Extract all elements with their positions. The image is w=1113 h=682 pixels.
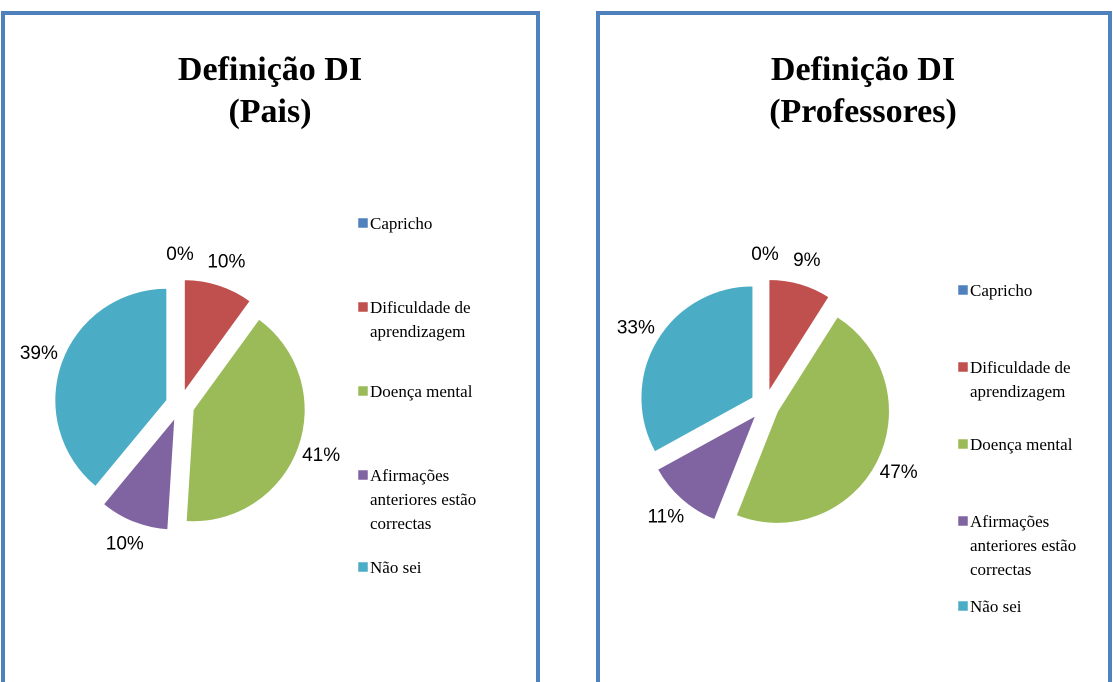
legend-swatch [957, 361, 969, 373]
legend-label: Afirmações anteriores estão correctas [970, 512, 1076, 579]
legend-label: Não sei [370, 558, 422, 577]
panel-border [596, 11, 1112, 682]
data-label: 33% [617, 318, 655, 339]
legend-swatch [357, 469, 369, 481]
legend-swatch [957, 438, 969, 450]
pie-slice [768, 279, 830, 394]
data-label: 0% [166, 244, 194, 265]
pie-slice [640, 285, 754, 453]
pie-slice [735, 316, 890, 524]
data-label: 0% [751, 244, 779, 265]
data-label: 39% [20, 343, 58, 364]
legend-label: Capricho [370, 214, 432, 233]
chart-title: Definição DI [771, 51, 955, 88]
data-label: 10% [207, 251, 245, 272]
pie-slice [54, 287, 168, 488]
legend-label: Não sei [970, 597, 1022, 616]
legend-label: Doença mental [970, 435, 1073, 454]
data-label: 9% [793, 250, 821, 271]
chart-subtitle: (Pais) [228, 93, 311, 130]
chart-title: Definição DI [178, 51, 362, 88]
legend-label: Dificuldade de aprendizagem [370, 298, 471, 341]
data-label: 10% [106, 533, 144, 554]
legend-label: Doença mental [370, 382, 473, 401]
data-label: 11% [647, 507, 684, 528]
legend-label: Dificuldade de aprendizagem [970, 358, 1071, 401]
pie-slice [185, 318, 306, 523]
legend-label: Capricho [970, 281, 1032, 300]
pie-slice [183, 279, 251, 394]
pie-slice [656, 414, 757, 521]
legend-swatch [357, 217, 369, 229]
legend-swatch [957, 600, 969, 612]
legend-swatch [357, 561, 369, 573]
legend-swatch [957, 515, 969, 527]
legend-swatch [357, 385, 369, 397]
legend-swatch [957, 284, 969, 296]
data-label: 41% [302, 445, 340, 466]
data-label: 47% [880, 462, 918, 483]
panel-border [1, 11, 540, 682]
pie-slice [102, 416, 176, 531]
legend-swatch [357, 301, 369, 313]
chart-subtitle: (Professores) [769, 93, 957, 130]
legend-label: Afirmações anteriores estão correctas [370, 466, 476, 533]
